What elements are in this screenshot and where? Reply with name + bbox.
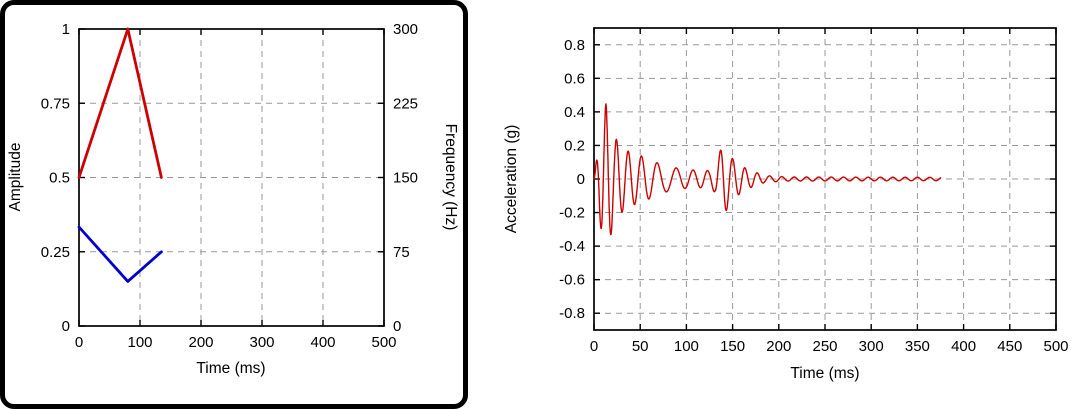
x-tick-label: 300 bbox=[859, 338, 884, 355]
y-tick-label-left: 0.75 bbox=[41, 95, 70, 112]
x-tick-label: 0 bbox=[75, 334, 83, 351]
x-tick-label: 400 bbox=[310, 334, 335, 351]
sweep-profile-plot: 0 100 200 300 400 50000.250.50.75107515022530… bbox=[41, 21, 418, 351]
y-tick-label-left: 0.4 bbox=[564, 104, 585, 121]
x-tick-label: 0 bbox=[590, 338, 598, 355]
x-tick-label: 100 bbox=[674, 338, 699, 355]
y-tick-label-left: 0.6 bbox=[564, 70, 585, 87]
acceleration-plot: 0 50 100 150 200 250 300 350 400 450 500 -0.8 -0.6 -0… bbox=[559, 27, 1069, 355]
x-tick-label: 350 bbox=[905, 338, 930, 355]
y-tick-label-left: 0.8 bbox=[564, 37, 585, 54]
sweep-profile-panel: 0 100 200 300 400 500 0 0.25 0.5 0.75 1 0 75 150 225 30… bbox=[0, 0, 468, 409]
x-tick-label: 200 bbox=[766, 338, 791, 355]
x-tick-label: 150 bbox=[720, 338, 745, 355]
y-tick-label-left: 1 bbox=[62, 21, 70, 38]
x-tick-label: 200 bbox=[188, 334, 213, 351]
y-tick-label-right: 75 bbox=[393, 244, 410, 261]
y-tick-label-left: 0 bbox=[577, 171, 585, 188]
acceleration-series-line bbox=[593, 103, 942, 236]
y-tick-label-left: 0 bbox=[62, 318, 70, 335]
y-tick-label-left: -0.8 bbox=[559, 305, 585, 322]
acceleration-axis-title: Acceleration (g) bbox=[503, 125, 520, 234]
y-tick-label-left: -0.2 bbox=[559, 205, 585, 222]
y-tick-label-right: 150 bbox=[393, 170, 418, 187]
x-tick-label: 450 bbox=[997, 338, 1022, 355]
y-tick-label-right: 300 bbox=[393, 21, 418, 38]
amplitude-series-line bbox=[77, 27, 163, 179]
x-tick-label: 300 bbox=[249, 334, 274, 351]
frequency-axis-title: Frequency (Hz) bbox=[442, 124, 459, 231]
sweep-x-axis-title: Time (ms) bbox=[196, 360, 265, 377]
sweep-profile-chart: 0 100 200 300 400 50000.250.50.75107515022530… bbox=[7, 21, 459, 377]
amplitude-axis-title: Amplitude bbox=[7, 143, 24, 212]
x-tick-label: 250 bbox=[812, 338, 837, 355]
y-tick-label-left: 0.2 bbox=[564, 137, 585, 154]
frequency-series-line bbox=[77, 225, 163, 283]
y-tick-label-right: 0 bbox=[393, 318, 401, 335]
acceleration-panel: 0 50 100 150 200 250 300 350 400 450 500 -0.8 -0.6 -0… bbox=[490, 0, 1086, 409]
acceleration-chart: 0 50 100 150 200 250 300 350 400 450 500 -0.8 -0.6 -0… bbox=[503, 27, 1069, 382]
y-tick-label-left: 0.25 bbox=[41, 244, 70, 261]
y-tick-label-right: 225 bbox=[393, 95, 418, 112]
x-tick-label: 50 bbox=[632, 338, 649, 355]
x-tick-label: 500 bbox=[1043, 338, 1068, 355]
y-tick-label-left: -0.4 bbox=[559, 238, 585, 255]
x-tick-label: 100 bbox=[127, 334, 152, 351]
y-tick-label-left: -0.6 bbox=[559, 272, 585, 289]
y-tick-label-left: 0.5 bbox=[49, 170, 70, 187]
acceleration-x-axis-title: Time (ms) bbox=[790, 365, 859, 382]
x-tick-label: 400 bbox=[951, 338, 976, 355]
x-tick-label: 500 bbox=[371, 334, 396, 351]
